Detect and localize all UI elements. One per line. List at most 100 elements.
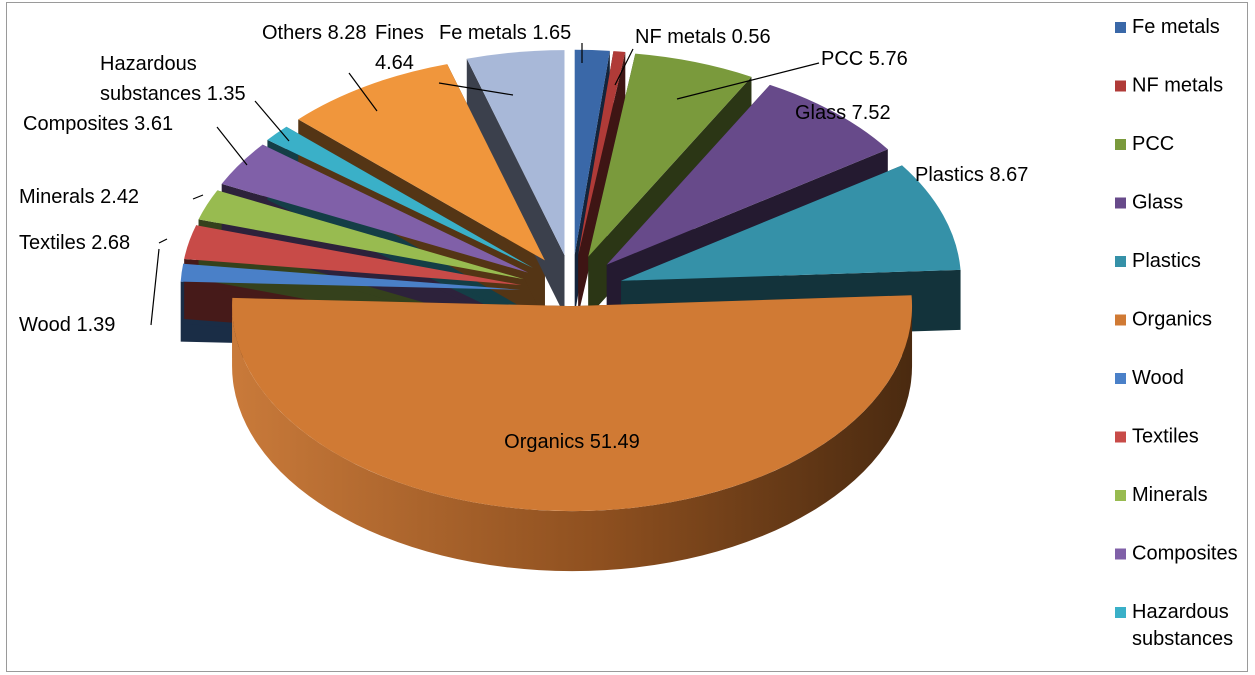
legend-label-line: Organics (1132, 309, 1212, 331)
legend-label-line: Hazardous (1132, 601, 1229, 623)
legend-label: NF metals (1132, 75, 1223, 97)
pie-slice-nf-metals (578, 51, 626, 256)
legend-label: Composites (1132, 543, 1238, 565)
legend-label-line: Textiles (1132, 426, 1199, 448)
legend-label-line: substances (1132, 628, 1233, 650)
data-label-line: NF metals 0.56 (635, 26, 771, 48)
legend-swatch (1115, 607, 1126, 618)
legend-swatch (1115, 548, 1126, 560)
leader-line (158, 238, 168, 244)
pie-slice-pcc (588, 53, 752, 257)
leader-line (348, 72, 378, 112)
data-label: NF metals 0.56 (635, 26, 771, 48)
legend-label-line: Glass (1132, 192, 1183, 214)
leader-line (150, 248, 160, 326)
pie-slice-fines (466, 50, 565, 256)
data-label: Glass 7.52 (795, 102, 891, 124)
data-label: Wood 1.39 (19, 314, 115, 336)
legend-label: PCC (1132, 133, 1174, 155)
data-label-line: Plastics 8.67 (915, 164, 1028, 186)
legend-entry: Textiles (1115, 426, 1199, 448)
pie-chart: Fe metals 1.65 NF metals 0.56 PCC 5.76 Glas… (19, 16, 1238, 650)
data-label: PCC 5.76 (821, 48, 908, 70)
legend-label: Plastics (1132, 250, 1201, 272)
legend-swatch (1115, 373, 1126, 384)
legend-label-line: Fe metals (1132, 16, 1220, 38)
legend-entry: Minerals (1115, 484, 1208, 506)
data-label-line: 4.64 (375, 52, 414, 74)
leader-line (216, 126, 248, 166)
legend-swatch (1115, 139, 1126, 150)
legend-entry: Composites (1115, 543, 1238, 565)
legend-label-line: PCC (1132, 133, 1174, 155)
data-label-line: Fines (375, 22, 424, 44)
pie-slice-wood (180, 263, 521, 290)
legend-swatch (1115, 197, 1126, 209)
pie-slice-hazardous-substances (267, 126, 533, 268)
legend-swatch (1115, 22, 1126, 33)
leader-line (614, 48, 634, 86)
leader-line (254, 100, 290, 142)
pie-slice-textiles (184, 225, 522, 285)
pie-slice-minerals (198, 190, 524, 280)
legend: Fe metals NF metals PCC Glass Plastics Organi… (1115, 16, 1238, 650)
data-label-line: substances 1.35 (100, 83, 246, 105)
legend-label: Wood (1132, 367, 1184, 389)
legend-label-line: Composites (1132, 543, 1238, 565)
legend-label: Fe metals (1132, 16, 1220, 38)
slice-tops (180, 49, 961, 512)
legend-label-line: Plastics (1132, 250, 1201, 272)
data-label-line: Textiles 2.68 (19, 232, 130, 254)
leader-lines (150, 43, 820, 326)
legend-entry: Wood (1115, 367, 1184, 389)
data-label-line: Minerals 2.42 (19, 186, 139, 208)
legend-label: Textiles (1132, 426, 1199, 448)
leader-line (192, 194, 204, 200)
legend-label: Organics (1132, 309, 1212, 331)
data-label-line: PCC 5.76 (821, 48, 908, 70)
data-label-line: Others 8.28 (262, 22, 367, 44)
legend-swatch (1115, 431, 1126, 443)
data-label-line: Glass 7.52 (795, 102, 891, 124)
legend-swatch (1115, 256, 1126, 267)
pie-slice-fe-metals (574, 49, 610, 255)
data-label-line: Hazardous (100, 53, 197, 75)
pie-slice-glass (606, 84, 888, 265)
legend-entry: Plastics (1115, 250, 1201, 272)
legend-label: Minerals (1132, 484, 1208, 506)
data-label: Minerals 2.42 (19, 186, 139, 208)
data-label: Plastics 8.67 (915, 164, 1028, 186)
data-label-line: Organics 51.49 (504, 431, 640, 453)
data-label: Others 8.28 (262, 22, 367, 44)
data-label-line: Wood 1.39 (19, 314, 115, 336)
chart-frame: Fe metals 1.65 NF metals 0.56 PCC 5.76 Glas… (6, 2, 1248, 672)
data-labels: Fe metals 1.65 NF metals 0.56 PCC 5.76 Glas… (19, 22, 1028, 453)
data-label: Fines 4.64 (375, 22, 424, 74)
pie-slice-others (298, 64, 545, 261)
legend-label-line: Minerals (1132, 484, 1208, 506)
legend-label: Glass (1132, 192, 1183, 214)
slice-outer-wall (232, 306, 913, 572)
data-label: Fe metals 1.65 (439, 22, 571, 44)
legend-entry: NF metals (1115, 75, 1223, 97)
legend-entry: Fe metals (1115, 16, 1220, 38)
leader-line (676, 62, 820, 100)
data-label: Composites 3.61 (23, 113, 173, 135)
pie-slice-organics (232, 295, 913, 512)
legend-swatch (1115, 314, 1126, 326)
data-label: Textiles 2.68 (19, 232, 130, 254)
legend-label: Hazardous substances (1132, 601, 1233, 650)
data-label: Hazardous substances 1.35 (100, 53, 246, 105)
legend-swatch (1115, 80, 1126, 92)
legend-entry: Glass (1115, 192, 1183, 214)
legend-entry: Hazardous substances (1115, 601, 1233, 650)
pie-slice-composites (221, 144, 529, 273)
pie-slice-plastics (621, 165, 961, 281)
leader-line (438, 82, 514, 96)
data-label: Organics 51.49 (504, 431, 640, 453)
legend-entry: Organics (1115, 309, 1212, 331)
data-label-line: Fe metals 1.65 (439, 22, 571, 44)
legend-label-line: Wood (1132, 367, 1184, 389)
data-label-line: Composites 3.61 (23, 113, 173, 135)
legend-entry: PCC (1115, 133, 1174, 155)
